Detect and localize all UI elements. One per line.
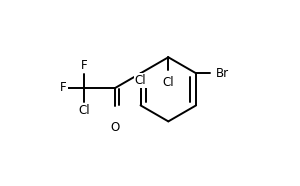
Text: Cl: Cl [163,76,174,89]
Text: Cl: Cl [135,74,146,87]
Text: Br: Br [216,67,230,80]
Text: F: F [81,59,87,72]
Text: Cl: Cl [78,104,90,117]
Text: F: F [60,81,67,94]
Text: O: O [110,121,120,134]
